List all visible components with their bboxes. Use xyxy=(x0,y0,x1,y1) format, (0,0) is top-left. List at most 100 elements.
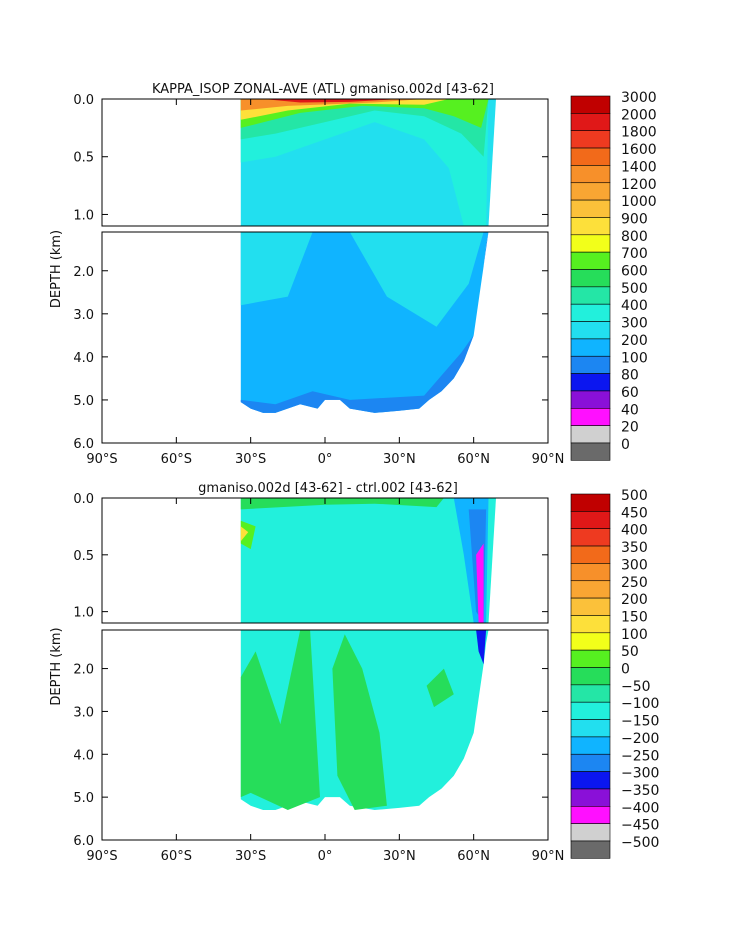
colorbar-label: 400 xyxy=(621,523,648,539)
x-tick-label: 60°N xyxy=(457,452,490,467)
colorbar-swatch xyxy=(570,788,611,807)
colorbar-label: 250 xyxy=(621,575,648,591)
colorbar-swatch xyxy=(570,580,611,599)
y-tick-label: 1.0 xyxy=(73,606,94,621)
y-tick-label: 3.0 xyxy=(73,308,94,323)
colorbar-label: −250 xyxy=(621,748,659,764)
colorbar: 3000200018001600140012001000900800700600… xyxy=(570,90,657,461)
field-band-50 xyxy=(240,520,256,550)
colorbar-swatch xyxy=(570,199,611,218)
x-tick-label: 90°S xyxy=(86,849,117,864)
colorbar-label: −350 xyxy=(621,783,659,799)
chart-title: KAPPA_ISOP ZONAL-AVE (ATL) gmaniso.002d … xyxy=(152,82,494,97)
colorbar-label: −450 xyxy=(621,818,659,834)
colorbar-swatch xyxy=(570,390,611,409)
x-tick-label: 90°N xyxy=(532,849,565,864)
colorbar-label: 500 xyxy=(621,281,648,297)
colorbar-label: 400 xyxy=(621,298,648,314)
colorbar-label: 80 xyxy=(621,368,639,384)
colorbar-swatch xyxy=(570,251,611,270)
colorbar-swatch xyxy=(570,113,611,131)
colorbar-swatch xyxy=(570,165,611,184)
colorbar-label: 20 xyxy=(621,420,639,436)
colorbar-label: −500 xyxy=(621,835,659,851)
field-upper xyxy=(240,498,496,623)
field-deep-neg xyxy=(476,630,487,665)
x-tick-label: 30°N xyxy=(383,849,416,864)
x-tick-label: 60°N xyxy=(457,849,490,864)
colorbar-swatch xyxy=(570,425,611,444)
colorbar-label: 60 xyxy=(621,385,639,401)
colorbar-swatch xyxy=(570,407,611,426)
y-tick-label: 6.0 xyxy=(73,437,94,452)
field-band-150 xyxy=(240,526,249,542)
colorbar-swatch xyxy=(570,667,611,686)
colorbar-label: 200 xyxy=(621,592,648,608)
colorbar-label: 100 xyxy=(621,627,648,643)
colorbar-swatch xyxy=(570,719,611,738)
x-tick-label: 0° xyxy=(318,452,333,467)
colorbar-label: 40 xyxy=(621,402,639,418)
x-tick-label: 30°N xyxy=(383,452,416,467)
lower-panel: gmaniso.002d [43-62] - ctrl.002 [43-62] 0… xyxy=(49,481,659,864)
colorbar-label: 0 xyxy=(621,437,630,453)
colorbar-swatch xyxy=(570,684,611,703)
y-tick-label: 0.0 xyxy=(73,492,94,507)
field-band-neg400 xyxy=(476,543,484,623)
colorbar-label: 350 xyxy=(621,540,648,556)
colorbar-label: 900 xyxy=(621,211,648,227)
colorbar-swatch xyxy=(570,528,611,547)
colorbar-label: 1600 xyxy=(621,142,657,158)
colorbar-swatch xyxy=(570,95,611,114)
colorbar-swatch xyxy=(570,615,611,634)
y-tick-label: 0.0 xyxy=(73,93,94,108)
colorbar-swatch xyxy=(570,269,611,288)
colorbar-label: 1400 xyxy=(621,159,657,175)
colorbar-swatch xyxy=(570,701,611,720)
colorbar-label: 1800 xyxy=(621,125,657,141)
colorbar-swatch xyxy=(570,321,611,340)
colorbar-label: −100 xyxy=(621,696,659,712)
y-tick-label: 4.0 xyxy=(73,748,94,763)
field-lower xyxy=(240,232,489,413)
x-tick-label: 60°S xyxy=(161,452,192,467)
field-band-0 xyxy=(240,498,444,510)
colorbar-label: −400 xyxy=(621,800,659,816)
colorbar-label: 0 xyxy=(621,662,630,678)
colorbar-label: 1200 xyxy=(621,177,657,193)
field-base xyxy=(240,498,496,623)
colorbar-swatch xyxy=(570,182,611,201)
colorbar-label: 500 xyxy=(621,488,648,504)
colorbar-label: 2000 xyxy=(621,107,657,123)
field-lower xyxy=(240,630,489,810)
y-tick-label: 5.0 xyxy=(73,394,94,409)
colorbar-swatch xyxy=(570,286,611,305)
colorbar-swatch xyxy=(570,303,611,322)
chart-title: gmaniso.002d [43-62] - ctrl.002 [43-62] xyxy=(198,481,458,496)
colorbar-swatch xyxy=(570,597,611,616)
x-tick-label: 90°S xyxy=(86,452,117,467)
upper-panel: KAPPA_ISOP ZONAL-AVE (ATL) gmaniso.002d … xyxy=(49,82,657,467)
colorbar-label: −50 xyxy=(621,679,651,695)
colorbar-label: 50 xyxy=(621,644,639,660)
colorbar-label: 600 xyxy=(621,264,648,280)
colorbar-swatch xyxy=(570,563,611,582)
field-deep-pos-c xyxy=(426,668,454,708)
colorbar-swatch xyxy=(570,823,611,842)
colorbar-label: 3000 xyxy=(621,90,657,106)
colorbar-swatch xyxy=(570,632,611,651)
colorbar-swatch xyxy=(570,771,611,790)
field-band-600 xyxy=(240,99,489,157)
colorbar-swatch xyxy=(570,753,611,772)
y-axis-label: DEPTH (km) xyxy=(49,230,64,308)
colorbar-swatch xyxy=(570,147,611,166)
colorbar-swatch xyxy=(570,355,611,374)
field-deep-400 xyxy=(240,232,484,327)
y-tick-label: 0.5 xyxy=(73,549,94,564)
y-tick-label: 2.0 xyxy=(73,265,94,280)
y-tick-label: 5.0 xyxy=(73,791,94,806)
colorbar-swatch xyxy=(570,493,611,512)
x-tick-label: 30°S xyxy=(235,849,266,864)
colorbar-swatch xyxy=(570,338,611,357)
